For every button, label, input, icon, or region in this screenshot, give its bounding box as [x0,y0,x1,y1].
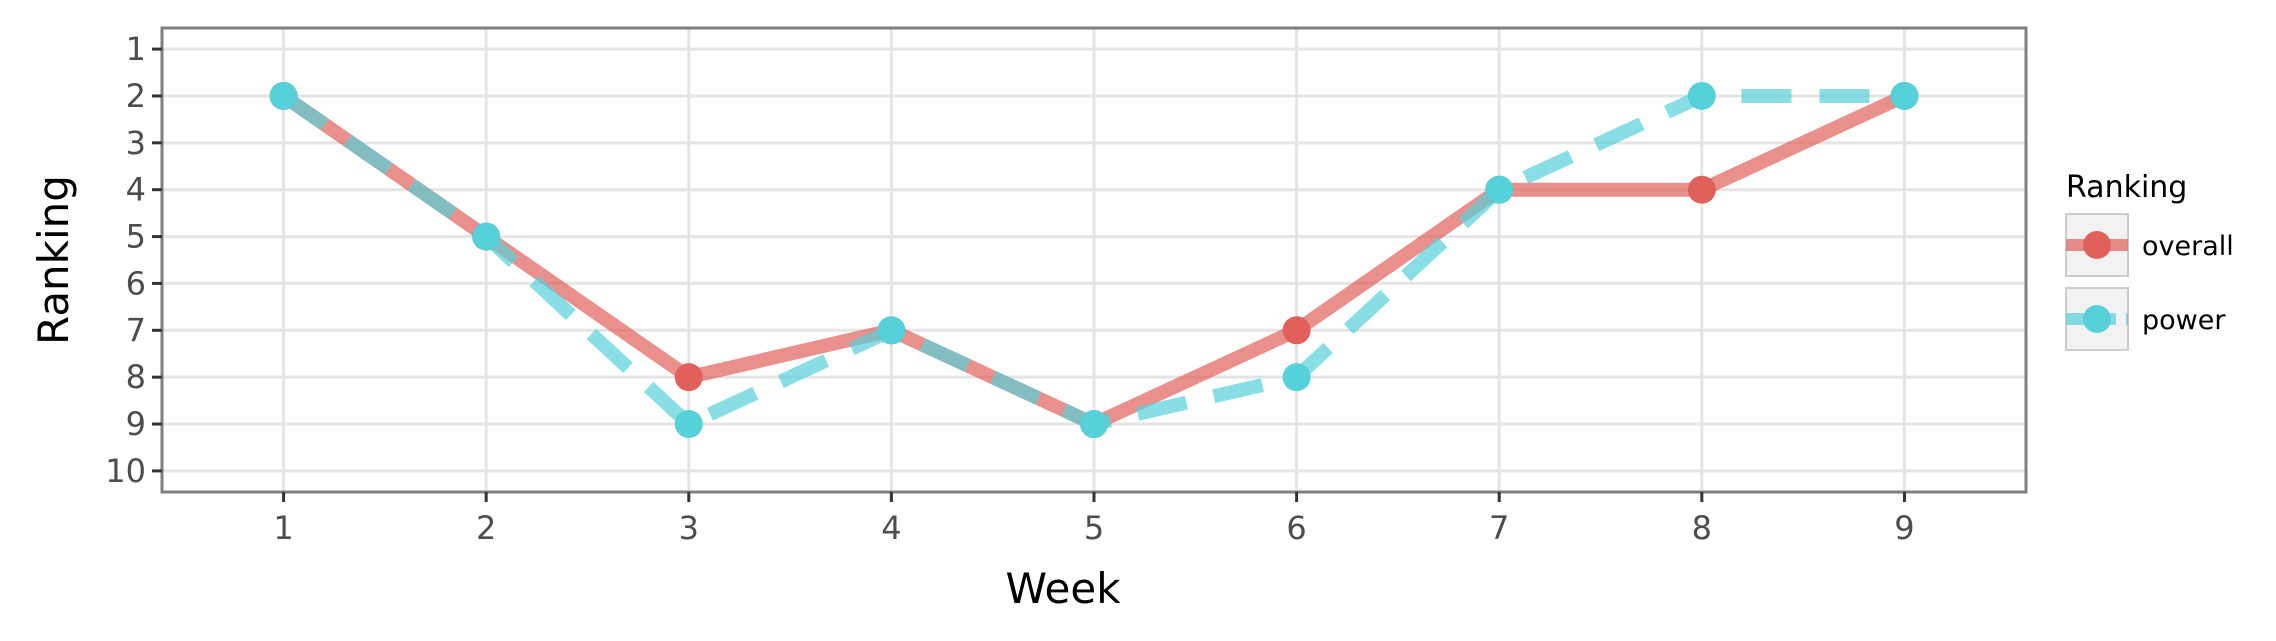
x-tick-label: 3 [679,509,699,547]
data-point-overall [1282,316,1311,345]
y-tick-label: 7 [126,311,146,349]
y-tick-label: 6 [126,264,146,302]
x-tick-label: 5 [1084,509,1104,547]
y-axis-title: Ranking [29,175,78,345]
legend-title: Ranking [2066,170,2187,205]
y-tick-label: 10 [105,452,146,490]
legend-item-power: power [2065,287,2226,351]
y-tick-label: 9 [126,405,146,443]
grid-lines [162,28,2026,492]
data-point-power [1687,81,1716,110]
legend-key-marker [2083,305,2111,333]
data-point-power [472,222,501,251]
data-point-power [1485,175,1514,204]
data-point-power [674,410,703,439]
data-point-power [1282,363,1311,392]
x-tick-label: 7 [1489,509,1509,547]
data-point-power [877,316,906,345]
legend: Ranking overall power [2065,170,2234,351]
x-tick-label: 6 [1286,509,1306,547]
legend-item-overall: overall [2065,213,2234,277]
series-layer [269,81,1919,439]
y-tick-label: 5 [126,218,146,256]
y-tick-label: 1 [126,30,146,68]
x-tick-label: 8 [1692,509,1712,547]
y-tick-label: 4 [126,171,146,209]
y-tick-label: 2 [126,77,146,115]
data-point-power [1890,81,1919,110]
y-tick-label: 8 [126,358,146,396]
x-tick-label: 9 [1894,509,1914,547]
x-tick-label: 4 [881,509,901,547]
legend-key-marker [2083,231,2111,259]
data-point-power [269,81,298,110]
data-point-overall [674,363,703,392]
axis-layer: 1 2 3 4 5 6 7 8 9 1 2 3 4 5 6 7 8 9 10 [105,30,1914,547]
data-point-power [1080,410,1108,439]
x-axis-title: Week [1005,564,1121,613]
legend-label: overall [2142,231,2234,262]
legend-label: power [2142,305,2226,336]
data-point-overall [1687,175,1716,204]
x-tick-label: 1 [273,509,293,547]
y-tick-label: 3 [126,124,146,162]
x-tick-label: 2 [476,509,496,547]
